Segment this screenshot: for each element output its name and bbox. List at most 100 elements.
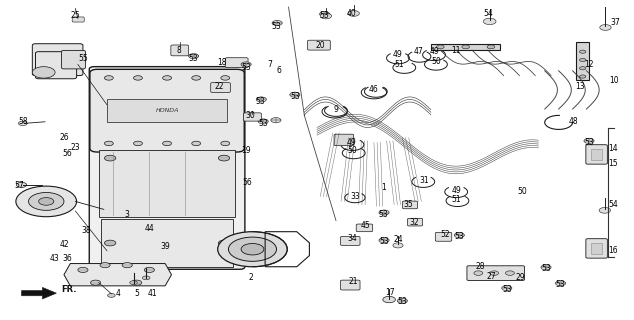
Circle shape xyxy=(258,119,268,124)
Text: 53: 53 xyxy=(502,284,512,293)
Circle shape xyxy=(16,182,27,188)
Text: 48: 48 xyxy=(569,117,578,126)
Text: 52: 52 xyxy=(440,230,450,239)
Circle shape xyxy=(383,296,396,303)
Circle shape xyxy=(143,276,150,280)
Text: HONDA: HONDA xyxy=(155,108,179,113)
Circle shape xyxy=(474,271,482,275)
Text: 30: 30 xyxy=(246,111,256,120)
Text: 49: 49 xyxy=(393,50,403,59)
FancyBboxPatch shape xyxy=(586,145,607,164)
Text: 37: 37 xyxy=(611,19,621,28)
FancyBboxPatch shape xyxy=(61,50,86,69)
Text: 53: 53 xyxy=(555,280,566,289)
Text: 53: 53 xyxy=(258,119,268,128)
Circle shape xyxy=(241,62,251,67)
Text: 20: 20 xyxy=(315,41,325,50)
Circle shape xyxy=(501,285,512,291)
Circle shape xyxy=(579,67,586,70)
Text: 50: 50 xyxy=(518,188,527,196)
Text: 55: 55 xyxy=(78,53,87,62)
Bar xyxy=(431,44,500,50)
Circle shape xyxy=(600,25,611,30)
Circle shape xyxy=(188,53,198,59)
Text: 45: 45 xyxy=(361,221,371,230)
Circle shape xyxy=(579,50,586,53)
Text: 53: 53 xyxy=(379,237,389,246)
Circle shape xyxy=(221,141,230,146)
Text: 58: 58 xyxy=(18,117,28,126)
Text: 2: 2 xyxy=(248,273,253,282)
Text: 39: 39 xyxy=(160,242,170,251)
Circle shape xyxy=(256,97,266,102)
Text: 54: 54 xyxy=(608,200,618,209)
Text: 53: 53 xyxy=(455,232,464,241)
Text: 1: 1 xyxy=(381,183,386,192)
Circle shape xyxy=(18,121,27,125)
Circle shape xyxy=(100,263,110,268)
FancyBboxPatch shape xyxy=(586,239,607,258)
Text: 36: 36 xyxy=(62,254,72,263)
FancyBboxPatch shape xyxy=(408,218,423,226)
Text: 50: 50 xyxy=(347,146,357,155)
Circle shape xyxy=(163,76,172,80)
Text: 53: 53 xyxy=(271,22,281,31)
FancyBboxPatch shape xyxy=(356,224,373,232)
Circle shape xyxy=(437,45,444,49)
Bar xyxy=(100,150,235,217)
Circle shape xyxy=(505,271,514,275)
Circle shape xyxy=(393,243,403,248)
Circle shape xyxy=(122,263,133,268)
FancyBboxPatch shape xyxy=(243,113,261,121)
Text: 15: 15 xyxy=(608,159,618,168)
Circle shape xyxy=(163,141,172,146)
Text: 49: 49 xyxy=(347,138,357,147)
FancyBboxPatch shape xyxy=(334,134,354,146)
Circle shape xyxy=(455,233,464,238)
Text: 41: 41 xyxy=(148,289,157,298)
Text: 51: 51 xyxy=(451,195,461,204)
Text: 25: 25 xyxy=(70,11,80,20)
Circle shape xyxy=(105,76,113,80)
Circle shape xyxy=(228,237,276,261)
Text: 56: 56 xyxy=(62,149,72,158)
Text: 8: 8 xyxy=(177,45,181,55)
FancyBboxPatch shape xyxy=(403,201,418,209)
Text: 28: 28 xyxy=(476,262,485,271)
FancyBboxPatch shape xyxy=(171,45,188,56)
Text: 17: 17 xyxy=(385,288,394,297)
Circle shape xyxy=(32,67,55,78)
Circle shape xyxy=(91,280,101,285)
Text: 51: 51 xyxy=(394,60,404,69)
Text: 14: 14 xyxy=(608,144,618,153)
Text: 16: 16 xyxy=(608,246,618,255)
Circle shape xyxy=(218,240,230,246)
Circle shape xyxy=(487,45,495,49)
Text: 47: 47 xyxy=(413,47,423,56)
Text: 6: 6 xyxy=(276,66,281,75)
Circle shape xyxy=(29,193,64,210)
Text: 7: 7 xyxy=(267,60,272,69)
Circle shape xyxy=(379,210,389,215)
Circle shape xyxy=(217,232,287,267)
FancyBboxPatch shape xyxy=(72,17,84,22)
Text: 18: 18 xyxy=(217,58,227,67)
Text: 53: 53 xyxy=(378,210,388,219)
Text: 53: 53 xyxy=(320,11,330,20)
Circle shape xyxy=(108,293,115,297)
Text: 27: 27 xyxy=(486,272,496,281)
Text: FR.: FR. xyxy=(61,285,77,294)
Text: 46: 46 xyxy=(369,85,378,94)
Text: 42: 42 xyxy=(59,240,68,249)
Text: 57: 57 xyxy=(15,181,25,190)
FancyBboxPatch shape xyxy=(340,236,360,245)
Circle shape xyxy=(241,244,264,255)
Circle shape xyxy=(218,155,230,161)
Circle shape xyxy=(348,11,359,16)
Text: 26: 26 xyxy=(59,133,68,142)
Circle shape xyxy=(579,58,586,61)
Circle shape xyxy=(320,13,332,19)
Circle shape xyxy=(379,238,389,243)
Text: 53: 53 xyxy=(242,63,251,72)
Polygon shape xyxy=(22,287,56,299)
